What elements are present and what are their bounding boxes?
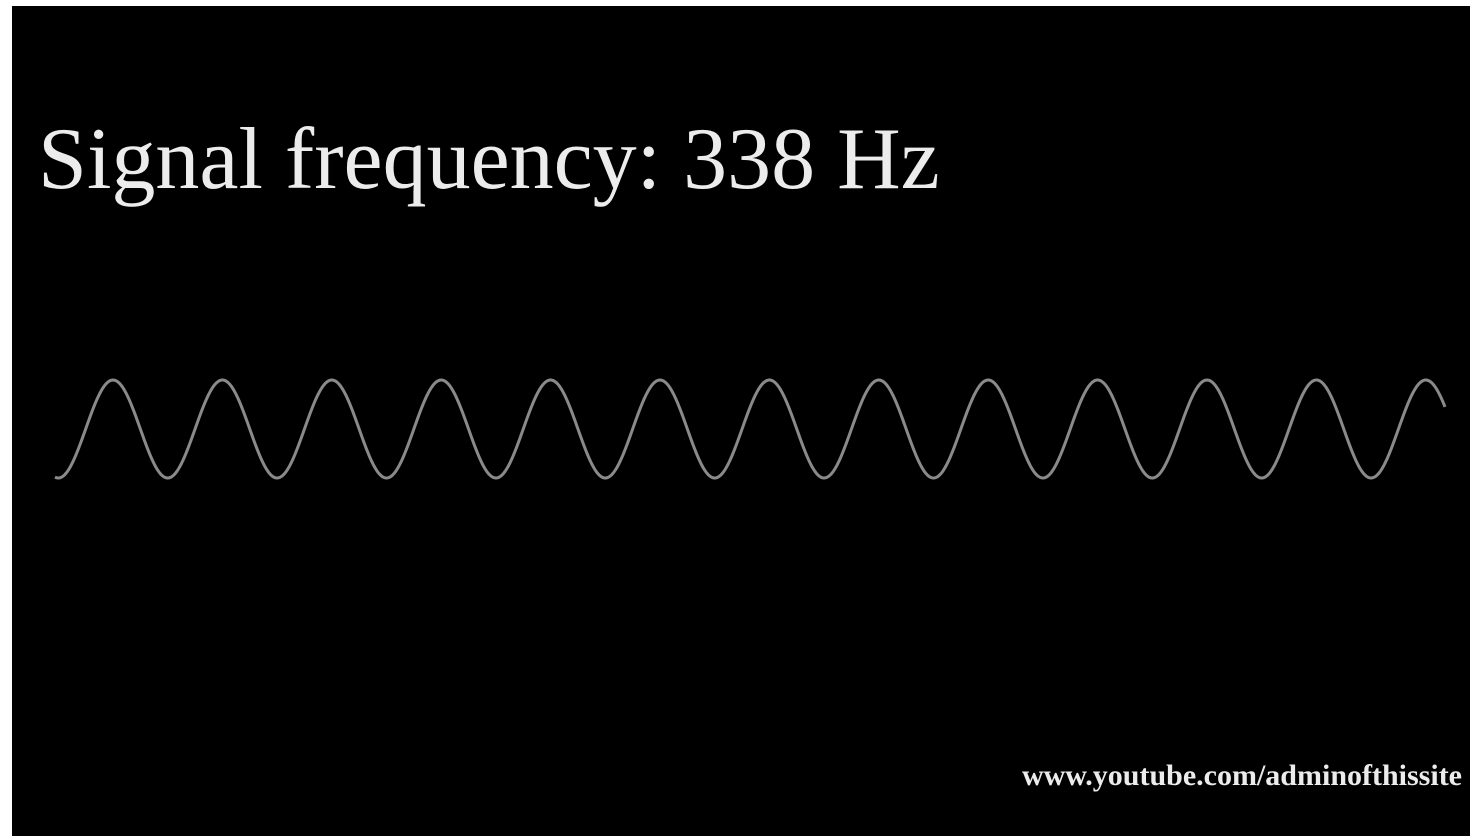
- title: Signal frequency: 338 Hz: [38, 111, 940, 208]
- sine-wave: [54, 378, 1447, 480]
- screen: [12, 6, 1470, 836]
- footer-url: www.youtube.com/adminofthissite: [1022, 759, 1462, 792]
